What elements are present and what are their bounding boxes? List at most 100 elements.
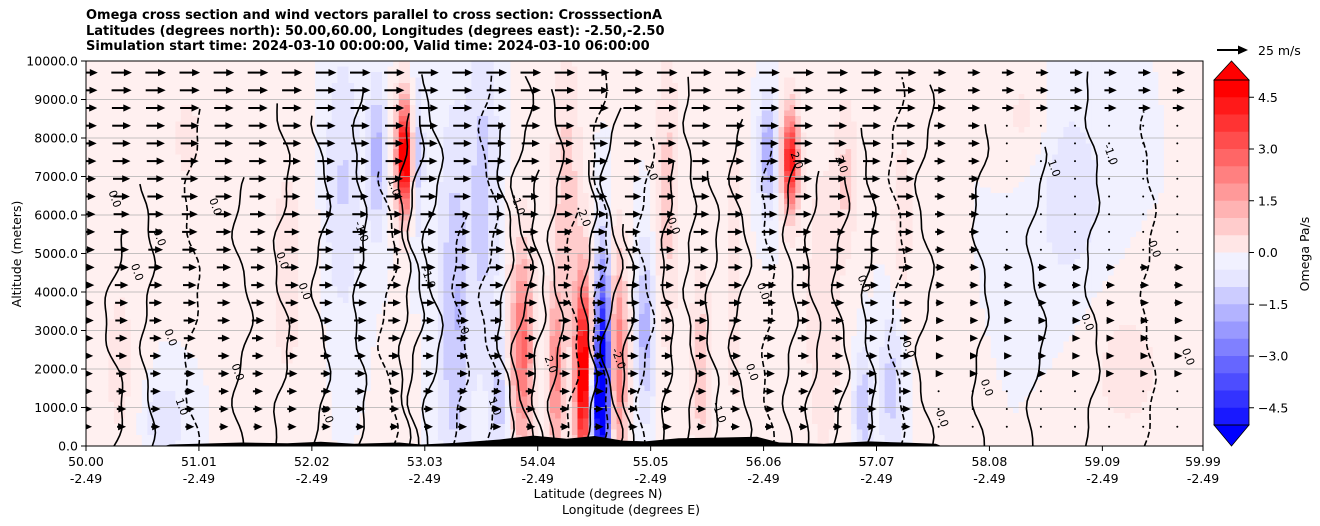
omega-cell — [231, 253, 238, 260]
omega-cell — [125, 385, 132, 392]
omega-cell — [136, 352, 143, 359]
omega-cell — [471, 209, 478, 216]
omega-cell — [214, 374, 221, 381]
omega-cell — [471, 132, 478, 139]
omega-cell — [136, 435, 143, 442]
omega-cell — [404, 165, 411, 172]
omega-cell — [231, 363, 238, 370]
omega-cell — [387, 429, 394, 436]
omega-cell — [443, 369, 450, 376]
omega-cell — [253, 182, 260, 189]
omega-cell — [236, 314, 243, 321]
omega-cell — [404, 424, 411, 431]
omega-cell — [113, 237, 121, 244]
omega-cell — [225, 358, 232, 365]
omega-cell — [471, 352, 478, 359]
omega-cell — [203, 77, 210, 84]
omega-cell — [298, 281, 305, 288]
omega-cell — [125, 303, 132, 310]
omega-cell — [119, 198, 126, 205]
omega-cell — [342, 402, 350, 409]
omega-cell — [270, 209, 277, 216]
omega-cell — [443, 325, 450, 332]
omega-cell — [281, 270, 288, 277]
omega-cell — [236, 297, 243, 304]
omega-cell — [91, 369, 98, 376]
omega-cell — [298, 402, 305, 409]
omega-cell — [214, 187, 221, 194]
omega-cell — [454, 347, 461, 354]
omega-cell — [186, 182, 193, 189]
omega-cell — [337, 402, 344, 409]
omega-cell — [303, 325, 310, 332]
omega-cell — [264, 220, 271, 227]
omega-cell — [432, 143, 439, 150]
omega-cell — [264, 308, 271, 315]
omega-cell — [175, 72, 182, 79]
omega-cell — [242, 88, 249, 95]
omega-cell — [449, 363, 456, 370]
omega-cell — [281, 248, 288, 255]
omega-cell — [253, 292, 260, 299]
omega-cell — [97, 248, 104, 255]
omega-cell — [86, 215, 93, 222]
omega-cell — [225, 297, 232, 304]
omega-cell — [242, 193, 249, 200]
omega-cell — [415, 105, 422, 112]
omega-cell — [236, 264, 243, 271]
omega-cell — [158, 396, 165, 403]
omega-cell — [471, 275, 478, 282]
omega-cell — [242, 242, 249, 249]
omega-cell — [136, 171, 143, 178]
omega-cell — [119, 204, 126, 211]
omega-cell — [348, 121, 355, 128]
omega-cell — [337, 72, 344, 79]
omega-cell — [169, 231, 176, 238]
omega-cell — [125, 407, 132, 414]
omega-cell — [147, 116, 154, 123]
omega-cell — [164, 127, 171, 134]
omega-cell — [102, 407, 109, 414]
omega-cell — [169, 94, 176, 101]
omega-cell — [314, 94, 322, 101]
omega-cell — [398, 358, 405, 365]
omega-cell — [437, 286, 445, 293]
omega-cell — [236, 132, 243, 139]
omega-cell — [270, 154, 277, 161]
omega-cell — [259, 413, 266, 420]
omega-cell — [197, 281, 204, 288]
omega-cell — [432, 77, 439, 84]
omega-cell — [86, 259, 93, 266]
omega-cell — [454, 369, 461, 376]
omega-cell — [292, 220, 299, 227]
omega-cell — [409, 226, 417, 233]
omega-cell — [264, 72, 271, 79]
omega-cell — [180, 204, 188, 211]
omega-cell — [130, 226, 137, 233]
omega-cell — [275, 319, 283, 326]
omega-cell — [415, 99, 422, 106]
omega-cell — [281, 352, 288, 359]
omega-cell — [208, 259, 216, 266]
omega-cell — [220, 374, 227, 381]
omega-cell — [465, 127, 472, 134]
omega-cell — [208, 380, 216, 387]
omega-cell — [337, 325, 344, 332]
omega-cell — [97, 297, 104, 304]
omega-cell — [225, 143, 232, 150]
omega-cell — [113, 319, 121, 326]
omega-cell — [465, 297, 472, 304]
omega-cell — [97, 116, 104, 123]
omega-cell — [158, 231, 165, 238]
omega-cell — [415, 237, 422, 244]
omega-cell — [158, 259, 165, 266]
omega-cell — [314, 330, 322, 337]
omega-cell — [231, 110, 238, 117]
omega-cell — [398, 253, 405, 260]
omega-cell — [253, 242, 260, 249]
omega-cell — [382, 204, 389, 211]
omega-cell — [421, 94, 428, 101]
omega-cell — [421, 61, 428, 68]
omega-cell — [203, 352, 210, 359]
omega-cell — [449, 127, 456, 134]
